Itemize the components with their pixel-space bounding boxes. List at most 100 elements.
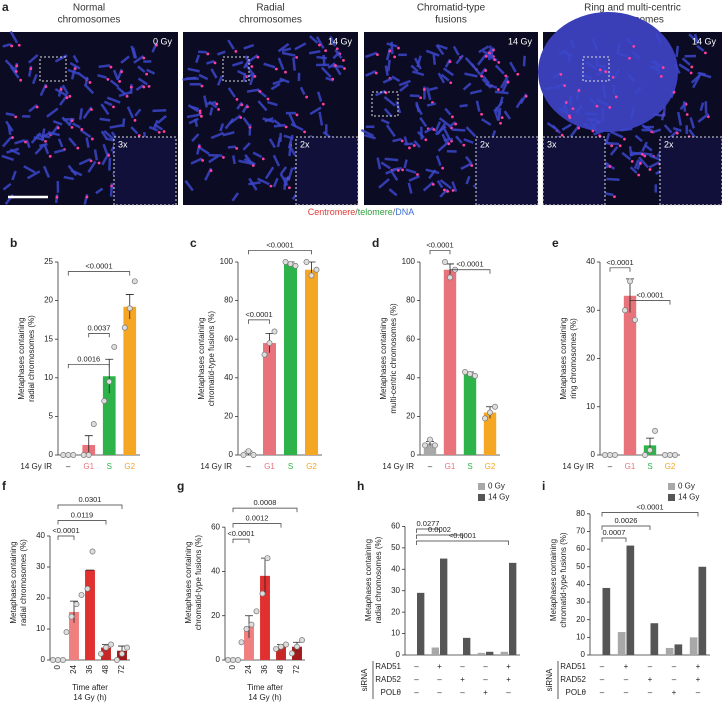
chromosome (390, 171, 399, 181)
significance-bracket (57, 504, 123, 509)
chromosome (435, 44, 445, 56)
bar (443, 269, 457, 455)
chromosome (648, 154, 662, 162)
chromosome (434, 121, 442, 133)
cell: – (414, 662, 419, 671)
x-axis-label: 14 Gy (h) (248, 693, 282, 702)
replicate-point (111, 343, 118, 350)
centromere (318, 43, 321, 47)
chromosome (463, 138, 474, 144)
centromere (125, 94, 129, 98)
centromere (623, 137, 626, 141)
chromosome (191, 133, 200, 142)
significance-bracket (629, 300, 671, 305)
replicate-point (467, 370, 473, 377)
replicate-point (80, 452, 87, 458)
row-label: RAD51 (375, 662, 401, 671)
centromere (462, 143, 466, 147)
significance-bracket (609, 267, 631, 272)
chromosome (334, 49, 343, 59)
zoom-label: 3x (118, 139, 128, 149)
bar (292, 646, 302, 660)
chromosome (279, 166, 288, 175)
significance-bracket (67, 363, 110, 369)
chromosome (272, 78, 285, 86)
chromosome (238, 159, 253, 165)
cell: – (648, 662, 653, 671)
y-axis-label: Metaphases containing (559, 317, 568, 399)
chromosome (203, 95, 208, 108)
y-tick-label: 100 (220, 257, 234, 266)
chromosome (106, 96, 121, 104)
p-value: 0.0002 (428, 525, 451, 534)
chromosome (475, 100, 481, 112)
replicate-point (240, 452, 247, 458)
chromosome (222, 131, 235, 137)
chromosome (444, 107, 452, 116)
chromosome (148, 125, 159, 132)
chromosome (609, 130, 624, 139)
chromosome (398, 79, 411, 87)
inset-box (39, 56, 67, 82)
chromosome (557, 107, 569, 115)
chromosome (87, 160, 97, 173)
y-tick-label: 60 (224, 334, 233, 343)
centromere (206, 52, 210, 56)
panel-label: f (2, 479, 7, 493)
cell: + (460, 675, 465, 684)
replicate-point (238, 639, 245, 646)
bar (262, 343, 277, 455)
chromosome (682, 101, 687, 112)
replicate-point (672, 452, 678, 458)
x-tick-label: G2 (306, 462, 317, 471)
chromosome (605, 132, 611, 143)
chromosome (403, 136, 409, 146)
chromosome (308, 49, 321, 55)
chromosome (437, 44, 448, 50)
caption-part: telomere (358, 207, 393, 217)
chromosome (365, 70, 377, 77)
centromere (388, 49, 392, 53)
replicate-point (50, 657, 56, 663)
centromere (295, 55, 298, 59)
chromosome (469, 89, 482, 95)
chromosome (391, 75, 401, 83)
chromosome (263, 62, 276, 69)
x-tick-label: G1 (625, 462, 636, 471)
chromosome (487, 50, 491, 61)
centromere (274, 67, 278, 71)
replicate-point (462, 369, 468, 375)
zoom-box (113, 136, 177, 206)
x-tick-label: 0 (228, 664, 237, 669)
y-tick-label: 20 (224, 412, 233, 421)
cell: – (600, 688, 605, 697)
chromosome (592, 116, 602, 125)
chromosome (455, 135, 463, 144)
centromere (480, 74, 484, 78)
chromosome (231, 192, 240, 202)
y-tick-label: 40 (391, 564, 400, 573)
centromere (24, 140, 27, 144)
p-value: 0.0012 (246, 514, 269, 523)
chromosome (676, 111, 683, 126)
y-axis-label: multi-centric chromosomes (%) (389, 303, 398, 414)
bar (244, 626, 254, 660)
replicate-point (73, 601, 80, 608)
chromosome (613, 68, 621, 79)
chromosome (654, 33, 663, 44)
centromere (215, 102, 219, 106)
centromere (659, 75, 663, 78)
chromosome (363, 133, 376, 140)
centromere (284, 125, 288, 129)
chromosome (685, 125, 689, 134)
chromosome (673, 63, 681, 74)
chromosome (684, 54, 697, 58)
image-title: Ring and multi-centric (584, 3, 681, 14)
centromere (324, 49, 327, 53)
error-bar (84, 435, 93, 455)
significance-bracket (429, 250, 451, 255)
chromosome (232, 155, 236, 165)
chromosome (78, 157, 92, 166)
chromosome (365, 125, 375, 129)
chromosome (522, 55, 526, 67)
